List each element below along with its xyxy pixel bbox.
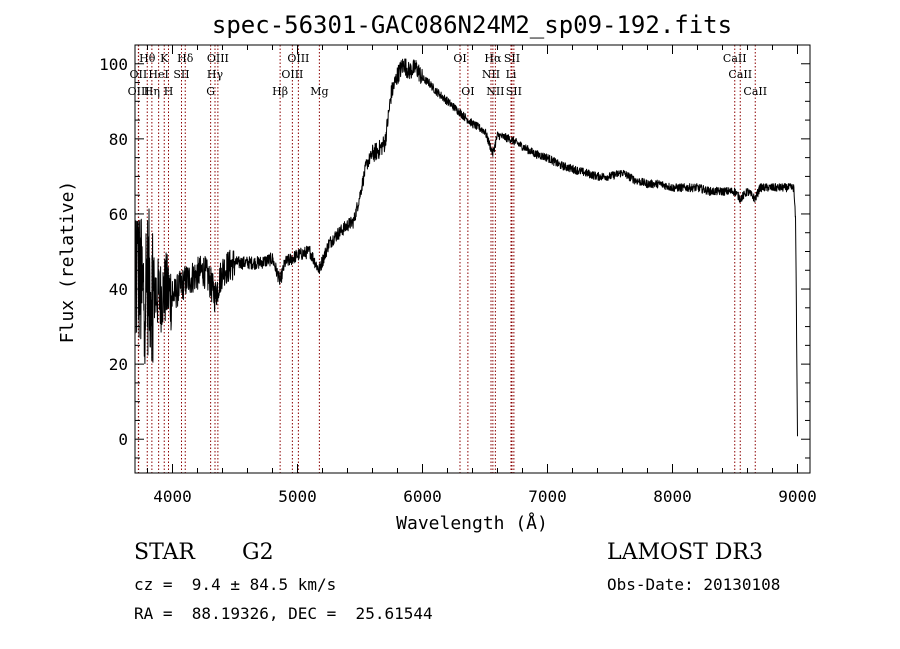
x-tick-label: 9000: [778, 487, 817, 506]
y-tick-label: 0: [118, 430, 128, 449]
line-marker-label: CaII: [743, 85, 767, 98]
line-marker-label: OIII: [128, 85, 150, 98]
survey-name: LAMOST DR3: [607, 540, 763, 565]
y-axis-label: Flux (relative): [57, 181, 78, 344]
line-marker-label: SII: [173, 68, 189, 81]
line-marker-label: OIII: [207, 52, 229, 65]
line-marker-label: Hα: [484, 52, 502, 65]
line-marker-label: K: [160, 52, 169, 65]
line-marker-label: Mg: [310, 85, 328, 98]
sky-coordinates: RA = 88.19326, DEC = 25.61544: [134, 604, 433, 623]
x-tick-label: 6000: [403, 487, 442, 506]
line-marker-label: OI: [453, 52, 466, 65]
line-marker-label: Hθ: [139, 52, 156, 65]
x-tick-label: 7000: [528, 487, 567, 506]
chart-title: spec-56301-GAC086N24M2_sp09-192.fits: [212, 11, 732, 39]
y-tick-label: 100: [99, 55, 128, 74]
y-tick-label: 20: [109, 355, 128, 374]
observation-date: Obs-Date: 20130108: [607, 575, 781, 594]
line-marker-label: OII: [130, 68, 148, 81]
line-marker-label: NII: [486, 85, 504, 98]
line-marker-label: NII: [482, 68, 500, 81]
x-tick-label: 4000: [153, 487, 192, 506]
line-marker-label: OIII: [287, 52, 309, 65]
line-marker-label: Hβ: [272, 85, 288, 98]
line-marker-label: OI: [461, 85, 474, 98]
x-tick-label: 8000: [653, 487, 692, 506]
y-axis-ticks: 0 20 40 60 80 100: [99, 44, 810, 459]
spectrum-line: [134, 58, 798, 437]
redshift-velocity: cz = 9.4 ± 84.5 km/s: [134, 575, 337, 594]
spectral-line-markers: [137, 45, 756, 473]
y-tick-label: 80: [109, 130, 128, 149]
x-tick-label: 5000: [278, 487, 317, 506]
line-marker-label: Li: [506, 68, 517, 81]
object-subclass: G2: [242, 540, 274, 565]
line-marker-label: OIII: [281, 68, 303, 81]
line-marker-label: G: [206, 85, 215, 98]
line-marker-label: Hδ: [177, 52, 194, 65]
line-marker-label: CaII: [723, 52, 747, 65]
line-marker-label: SII: [504, 52, 520, 65]
line-marker-label: CaII: [728, 68, 752, 81]
line-marker-label: Hη: [144, 85, 160, 98]
y-tick-label: 60: [109, 205, 128, 224]
object-class: STAR: [134, 540, 195, 565]
y-tick-label: 40: [109, 280, 128, 299]
x-axis-ticks: 4000 5000 6000 7000 8000 9000: [147, 45, 817, 506]
line-marker-label: H: [164, 85, 174, 98]
line-marker-label: Hγ: [207, 68, 224, 81]
line-marker-label: SII: [506, 85, 522, 98]
line-marker-label: HeI: [148, 68, 168, 81]
x-axis-label: Wavelength (Å): [396, 512, 548, 534]
